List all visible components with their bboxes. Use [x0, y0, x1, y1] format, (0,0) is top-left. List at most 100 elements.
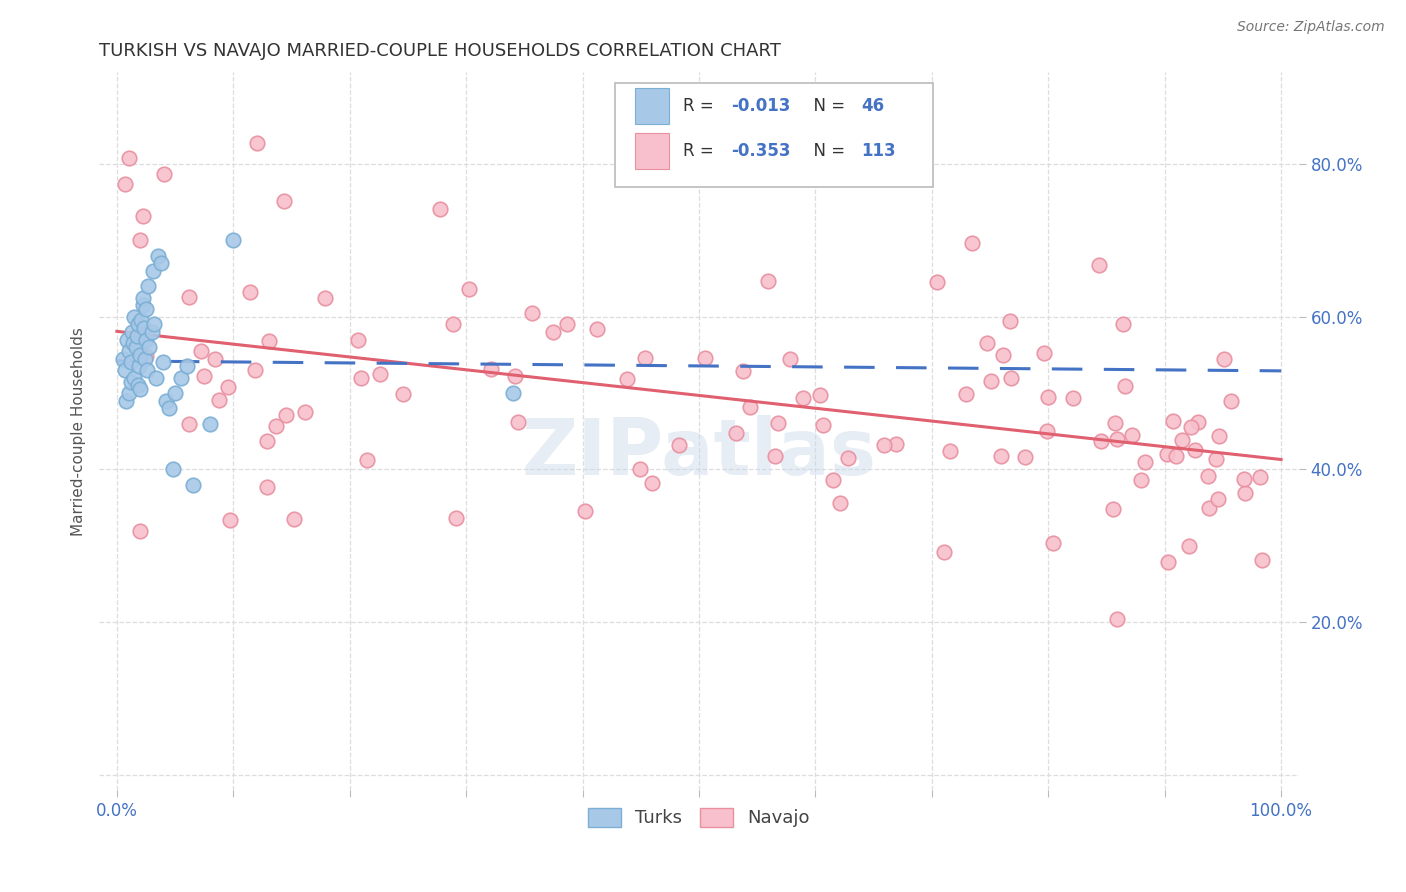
Point	[294, 405, 316, 419]
Point	[939, 444, 962, 458]
Point	[1036, 391, 1059, 405]
Point	[135, 301, 157, 316]
Point	[522, 306, 544, 320]
Point	[932, 545, 955, 559]
Point	[135, 333, 157, 347]
Point	[245, 136, 267, 150]
Point	[1042, 536, 1064, 550]
Point	[177, 417, 200, 432]
Text: N =: N =	[803, 142, 851, 161]
Point	[117, 333, 139, 347]
Point	[129, 348, 152, 362]
Point	[1164, 449, 1187, 463]
Point	[145, 370, 167, 384]
Point	[129, 524, 152, 538]
Point	[779, 351, 801, 366]
Point	[1114, 379, 1136, 393]
Point	[886, 437, 908, 451]
Point	[766, 416, 789, 430]
Point	[127, 318, 149, 332]
Point	[264, 419, 287, 434]
Point	[976, 335, 998, 350]
Point	[276, 409, 298, 423]
Point	[821, 473, 844, 487]
Point	[136, 279, 159, 293]
FancyBboxPatch shape	[636, 133, 669, 169]
Point	[143, 318, 166, 332]
Point	[222, 233, 245, 247]
Point	[1062, 392, 1084, 406]
Point	[141, 325, 163, 339]
Point	[505, 368, 527, 383]
Point	[586, 322, 609, 336]
Point	[190, 343, 212, 358]
Point	[991, 348, 1014, 362]
Point	[256, 434, 278, 448]
Point	[114, 177, 136, 191]
Point	[243, 363, 266, 377]
Point	[872, 437, 894, 451]
Point	[634, 351, 657, 365]
Point	[114, 363, 136, 377]
Point	[124, 370, 146, 384]
Point	[356, 452, 378, 467]
Point	[127, 378, 149, 392]
Point	[257, 334, 280, 349]
Point	[960, 236, 983, 251]
Point	[238, 285, 260, 299]
Point	[117, 344, 139, 359]
Point	[792, 391, 814, 405]
Text: ZIPatlas: ZIPatlas	[522, 415, 876, 491]
Point	[120, 355, 142, 369]
Point	[837, 450, 859, 465]
Point	[132, 209, 155, 223]
Text: -0.013: -0.013	[731, 96, 790, 115]
Point	[733, 364, 755, 378]
Point	[1033, 346, 1056, 360]
Point	[740, 400, 762, 414]
Point	[1220, 393, 1243, 408]
Point	[1180, 419, 1202, 434]
Point	[368, 368, 391, 382]
Point	[668, 438, 690, 452]
Point	[153, 167, 176, 181]
Point	[155, 393, 177, 408]
Point	[283, 512, 305, 526]
Point	[429, 202, 451, 216]
Text: 113: 113	[860, 142, 896, 161]
Point	[198, 417, 221, 431]
Point	[628, 462, 651, 476]
Point	[165, 386, 187, 401]
Y-axis label: Married-couple Households: Married-couple Households	[72, 326, 86, 535]
Point	[146, 249, 169, 263]
Point	[808, 387, 831, 401]
Point	[122, 336, 145, 351]
Point	[181, 477, 204, 491]
Point	[508, 415, 530, 429]
Point	[124, 310, 146, 324]
Point	[1156, 447, 1178, 461]
FancyBboxPatch shape	[614, 83, 932, 187]
Point	[121, 325, 143, 339]
Point	[256, 480, 278, 494]
Point	[115, 393, 138, 408]
Point	[132, 321, 155, 335]
Point	[152, 355, 174, 369]
Point	[131, 291, 153, 305]
Point	[1187, 415, 1209, 429]
Point	[138, 340, 160, 354]
Point	[502, 386, 524, 401]
Point	[136, 363, 159, 377]
Point	[1184, 443, 1206, 458]
Point	[314, 291, 336, 305]
Point	[142, 264, 165, 278]
Point	[217, 380, 239, 394]
Point	[811, 417, 834, 432]
FancyBboxPatch shape	[636, 87, 669, 124]
Point	[444, 510, 467, 524]
Point	[616, 372, 638, 386]
Point	[1251, 553, 1274, 567]
Text: 46: 46	[860, 96, 884, 115]
Text: -0.353: -0.353	[731, 142, 792, 161]
Point	[1133, 455, 1156, 469]
